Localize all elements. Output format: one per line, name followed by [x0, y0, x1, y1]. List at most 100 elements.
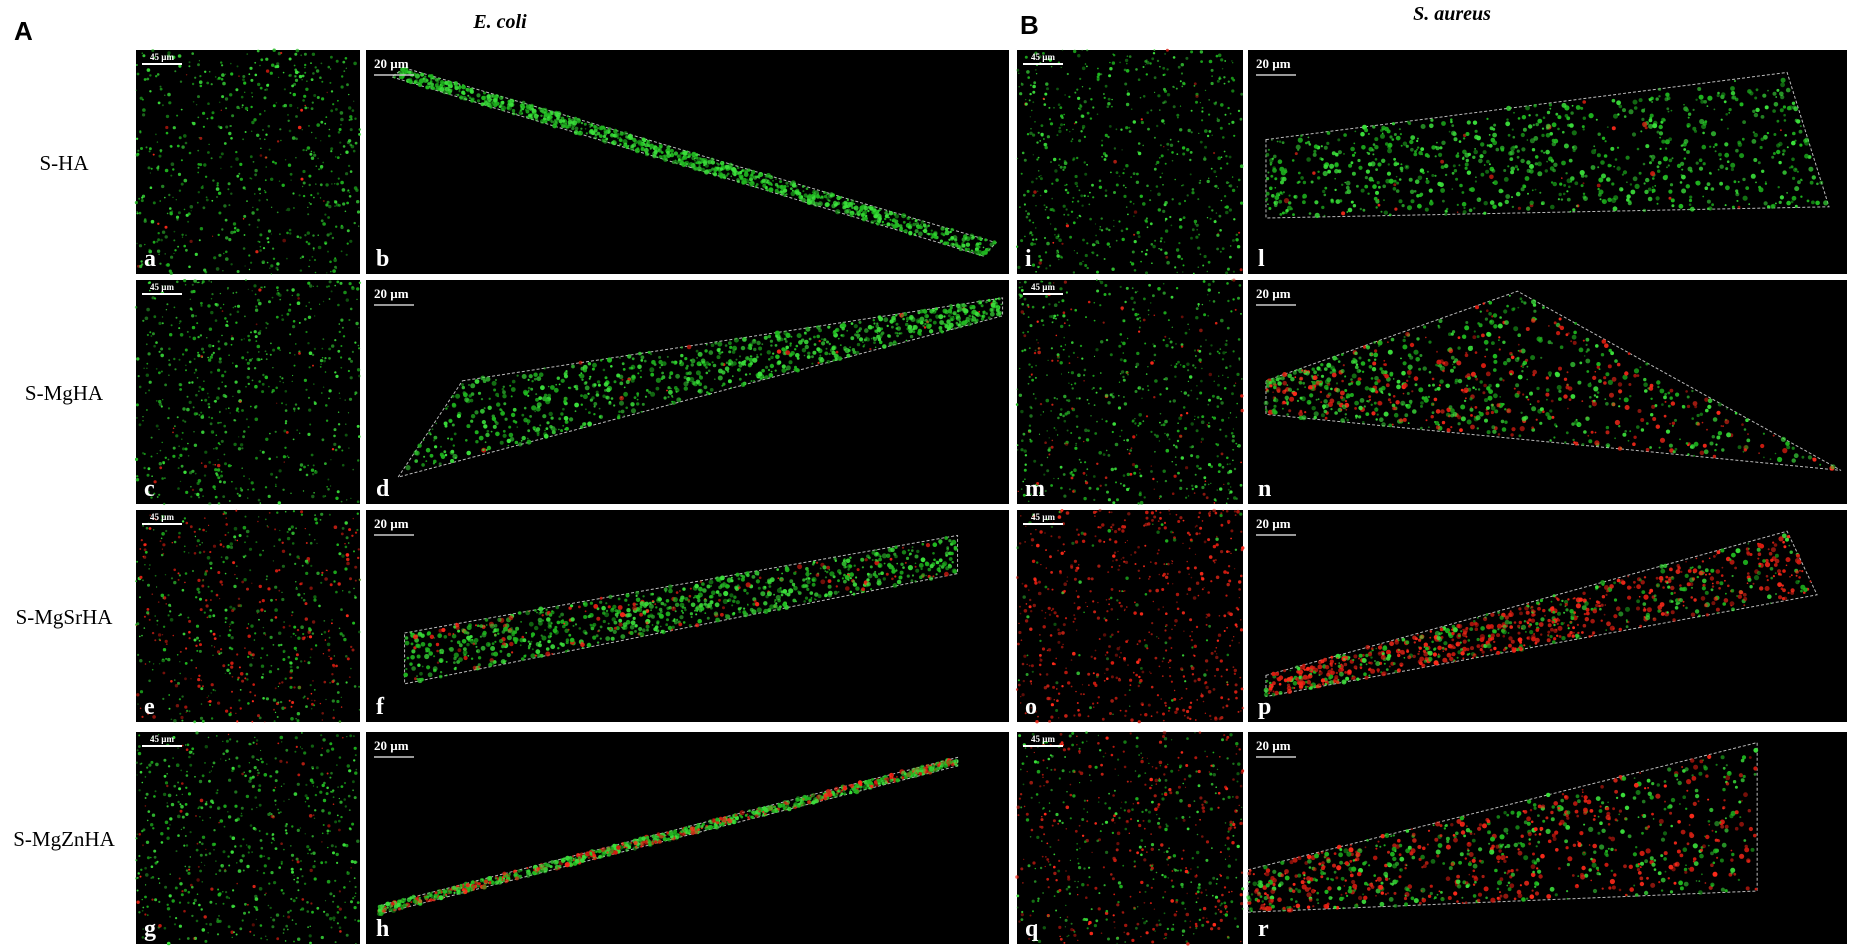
- cell-dot: [805, 571, 810, 577]
- cell-dot: [248, 254, 251, 257]
- cell-dot: [327, 65, 331, 69]
- cell-dot: [201, 387, 205, 391]
- cell-dot: [547, 393, 552, 398]
- cell-dot: [216, 918, 219, 921]
- cell-dot: [468, 384, 470, 386]
- cell-dot: [151, 593, 154, 595]
- cell-dot: [761, 368, 765, 373]
- cell-dot: [640, 147, 644, 151]
- cell-dot: [231, 936, 233, 939]
- cell-dot: [886, 222, 891, 227]
- cell-dot: [231, 114, 235, 118]
- cell-dot: [844, 347, 850, 354]
- cell-dot: [755, 183, 759, 186]
- cell-dot: [853, 324, 858, 329]
- cell-dot: [862, 345, 865, 348]
- cell-dot: [138, 211, 142, 215]
- cell-dot: [290, 717, 294, 721]
- cell-dot: [257, 520, 259, 523]
- cell-dot: [161, 548, 163, 550]
- cell-dot: [167, 594, 170, 597]
- cell-dot: [443, 421, 448, 426]
- cell-dot: [991, 309, 993, 311]
- cell-dot: [530, 116, 534, 120]
- cell-dot: [184, 141, 188, 145]
- cell-dot: [137, 751, 142, 756]
- cell-dot: [208, 344, 212, 348]
- cell-dot: [965, 316, 970, 321]
- cell-dot: [344, 543, 346, 545]
- cell-dot: [447, 90, 450, 94]
- cell-dot: [146, 362, 149, 365]
- cell-dot: [311, 632, 315, 635]
- cell-dot: [248, 338, 251, 342]
- cell-dot: [260, 358, 263, 361]
- cell-dot: [682, 611, 684, 614]
- cell-dot: [204, 745, 208, 749]
- cell-dot: [206, 337, 208, 339]
- cell-dot: [148, 281, 151, 284]
- cell-dot: [199, 334, 203, 337]
- cell-dot: [354, 754, 357, 757]
- cell-dot: [542, 414, 547, 419]
- cell-dot: [136, 889, 139, 892]
- cell-dot: [165, 603, 167, 605]
- cell-dot: [296, 712, 301, 716]
- cell-dot: [312, 234, 315, 237]
- cell-dot: [202, 206, 206, 210]
- cell-dot: [168, 694, 171, 696]
- cell-dot: [296, 301, 301, 306]
- cell-dot: [665, 611, 671, 617]
- cell-dot: [183, 844, 186, 847]
- cell-dot: [147, 467, 151, 471]
- cell-dot: [683, 381, 689, 387]
- cell-dot: [672, 597, 678, 603]
- cell-dot: [291, 870, 294, 874]
- cell-dot: [143, 548, 147, 552]
- cell-dot: [202, 111, 206, 115]
- cell-dot: [257, 82, 261, 87]
- cell-dot: [333, 442, 337, 446]
- cell-dot: [264, 634, 267, 636]
- cell-dot: [341, 554, 345, 558]
- cell-dot: [272, 698, 277, 702]
- cell-dot: [345, 298, 349, 302]
- cell-dot: [311, 52, 316, 56]
- cell-dot: [215, 903, 217, 905]
- cell-dot: [313, 151, 316, 154]
- cell-dot: [321, 571, 324, 574]
- cell-dot: [819, 203, 821, 205]
- cell-dot: [265, 358, 268, 361]
- cell-dot: [145, 373, 149, 377]
- cell-dot: [330, 485, 332, 487]
- cell-dot: [177, 487, 180, 490]
- scale-bar-label: 45 µm: [150, 52, 174, 62]
- cell-dot: [322, 824, 325, 826]
- cell-dot: [568, 386, 572, 390]
- cell-dot: [877, 315, 882, 319]
- cell-dot: [268, 512, 271, 514]
- cell-dot: [344, 567, 348, 571]
- cell-dot: [555, 113, 560, 118]
- cell-dot: [337, 99, 339, 102]
- cell-dot: [236, 174, 240, 178]
- cell-dot: [267, 494, 271, 498]
- cell-dot: [287, 915, 291, 919]
- cell-dot: [217, 888, 220, 891]
- panel-letter: c: [144, 476, 155, 502]
- cell-dot: [499, 95, 504, 100]
- cell-dot: [150, 455, 153, 458]
- cell-dot: [151, 813, 156, 817]
- cell-dot: [308, 202, 310, 204]
- cell-dot: [643, 612, 646, 616]
- cell-dot: [674, 360, 678, 364]
- cell-dot: [217, 340, 220, 343]
- cell-dot: [502, 390, 506, 395]
- cell-dot: [740, 345, 746, 351]
- cell-dot: [433, 459, 437, 464]
- cell-dot: [623, 386, 626, 389]
- cell-dot: [278, 589, 281, 592]
- cell-dot: [895, 569, 898, 572]
- cell-dot: [509, 629, 515, 634]
- cell-dot: [301, 185, 304, 188]
